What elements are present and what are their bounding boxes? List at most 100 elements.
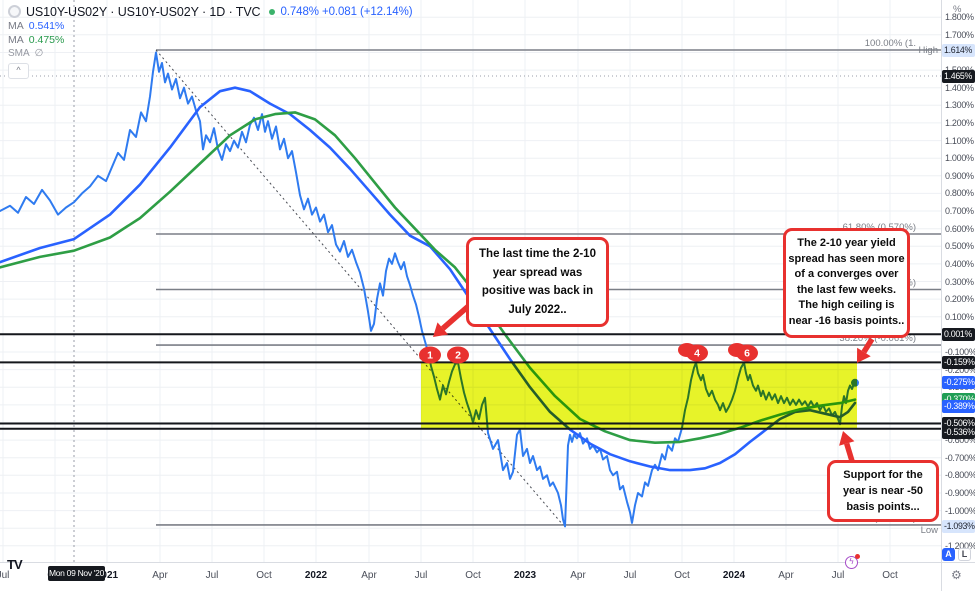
sma-label: SMA bbox=[8, 48, 30, 59]
ma2-value: 0.475% bbox=[28, 33, 65, 46]
time-tick-label: 2021 bbox=[95, 570, 119, 581]
price-tick-label: 1.100% bbox=[945, 136, 974, 146]
price-tick-label: 0.500% bbox=[945, 241, 974, 251]
price-tag: 0.001% bbox=[942, 328, 975, 341]
svg-text:61.80% (0.570%): 61.80% (0.570%) bbox=[843, 222, 916, 233]
price-tag: -0.159% bbox=[942, 356, 975, 369]
time-tick-label: Jul bbox=[414, 570, 428, 581]
highlight-rectangle bbox=[421, 362, 857, 429]
numbered-marker bbox=[736, 344, 758, 362]
ma1-value: 0.541% bbox=[28, 19, 65, 32]
symbol-row[interactable]: US10Y-US02Y · US10Y-US02Y · 1D · TVC 0.7… bbox=[8, 4, 413, 19]
sma-row[interactable]: SMA ∅ bbox=[8, 47, 412, 60]
price-tag: -0.536% bbox=[942, 426, 975, 439]
time-tick-label: Jul bbox=[0, 570, 10, 581]
note-line: year spread was bbox=[492, 266, 583, 279]
time-tick-label: Apr bbox=[570, 570, 586, 581]
time-tick-label: Jul bbox=[831, 570, 845, 581]
price-tick-label: 0.800% bbox=[945, 188, 974, 198]
note-line: the last few weeks. bbox=[796, 283, 897, 296]
ma-row-1[interactable]: MA 0.541% bbox=[8, 19, 412, 32]
price-tick-label: 1.700% bbox=[945, 30, 974, 40]
note-line: positive was back in bbox=[481, 285, 594, 297]
red-arrow bbox=[839, 431, 855, 446]
price-tick-label: -1.200% bbox=[945, 541, 975, 551]
time-tick-label: Apr bbox=[361, 570, 377, 581]
price-tag: 1.465% bbox=[942, 70, 975, 83]
legend-collapse-button[interactable]: ^ bbox=[8, 63, 29, 79]
eye-hidden-icon[interactable]: ∅ bbox=[34, 48, 44, 59]
svg-text:6: 6 bbox=[744, 348, 750, 360]
price-tick-label: -0.900% bbox=[945, 488, 975, 498]
svg-text:100.00% (1.: 100.00% (1. bbox=[865, 38, 916, 49]
time-tick-label: Oct bbox=[882, 570, 898, 581]
numbered-marker bbox=[419, 346, 441, 364]
note-line: The high ceiling is bbox=[798, 299, 895, 312]
time-tick-label: Oct bbox=[465, 570, 481, 581]
price-tick-label: -0.800% bbox=[945, 470, 975, 480]
time-tick-label: Apr bbox=[778, 570, 794, 581]
price-tick-label: -0.700% bbox=[945, 453, 975, 463]
price-tick-label: -0.200% bbox=[945, 365, 975, 375]
price-tick-label: 1.200% bbox=[945, 118, 974, 128]
svg-text:4: 4 bbox=[694, 348, 700, 360]
chart-legend: US10Y-US02Y · US10Y-US02Y · 1D · TVC 0.7… bbox=[8, 4, 413, 79]
ma-row-2[interactable]: MA 0.475% bbox=[8, 33, 412, 46]
event-flash-icon[interactable]: ϟ bbox=[845, 556, 858, 569]
annotation-note-july-2022[interactable]: The last time the 2-10 year spread was p… bbox=[466, 237, 609, 327]
note-line: The 2-10 year yield bbox=[797, 237, 896, 249]
price-tick-label: 0.300% bbox=[945, 277, 974, 287]
price-tick-label: -0.100% bbox=[945, 347, 975, 357]
price-tag: -1.093% bbox=[942, 520, 975, 533]
note-line: July 2022.. bbox=[508, 303, 567, 316]
instrument-logo-icon bbox=[8, 5, 21, 18]
price-tick-label: 0.200% bbox=[945, 294, 974, 304]
time-tick-label: Oct bbox=[256, 570, 272, 581]
price-tag: 1.614% bbox=[942, 44, 975, 57]
price-tick-label: 1.400% bbox=[945, 83, 974, 93]
price-axis-unit: % bbox=[953, 4, 962, 15]
crosshair-date-tag: Mon 09 Nov '20 bbox=[48, 566, 105, 581]
tradingview-logo[interactable]: TV bbox=[7, 557, 23, 572]
quote-values: 0.748% +0.081 (+12.14%) bbox=[280, 5, 413, 18]
price-chart-canvas[interactable]: 100.00% (1.High61.80% (0.570%)50.00% (0.… bbox=[0, 0, 941, 562]
red-arrow bbox=[433, 322, 449, 337]
time-tick-label: 2024 bbox=[722, 570, 746, 581]
gear-icon[interactable]: ⚙ bbox=[951, 568, 962, 582]
ma1-label: MA bbox=[8, 19, 24, 32]
red-arrow bbox=[857, 347, 871, 363]
symbol-title[interactable]: US10Y-US02Y · US10Y-US02Y · 1D · TVC bbox=[26, 4, 261, 19]
time-tick-label: Jul bbox=[205, 570, 219, 581]
price-tick-label: 0.900% bbox=[945, 171, 974, 181]
svg-text:38.20% (-0.061%): 38.20% (-0.061%) bbox=[839, 333, 916, 344]
auto-scale-button[interactable]: A bbox=[942, 548, 955, 561]
price-tick-label: -0.600% bbox=[945, 435, 975, 445]
price-tick-label: 0.700% bbox=[945, 206, 974, 216]
time-tick-label: Apr bbox=[152, 570, 168, 581]
time-tick-label: 2023 bbox=[513, 570, 537, 581]
price-tick-label: 0.400% bbox=[945, 259, 974, 269]
price-tick-label: 0.600% bbox=[945, 224, 974, 234]
market-status-icon bbox=[269, 8, 276, 15]
log-scale-button[interactable]: L bbox=[958, 548, 971, 561]
note-line: spread has seen more bbox=[788, 252, 905, 265]
price-axis[interactable]: % 1.800%1.700%1.600%1.500%1.400%1.300%1.… bbox=[941, 0, 975, 562]
price-tag: -0.389% bbox=[942, 400, 975, 413]
numbered-marker bbox=[447, 346, 469, 364]
time-tick-label: Oct bbox=[674, 570, 690, 581]
note-line: near -16 basis points.. bbox=[788, 314, 905, 327]
time-axis[interactable]: Jul Oct 2021 Apr Jul Oct 2022 Apr Jul Oct 2023 Apr J… bbox=[0, 562, 941, 591]
price-tick-label: 0.100% bbox=[945, 312, 974, 322]
svg-text:High: High bbox=[918, 45, 938, 56]
annotation-note-high-ceiling[interactable]: The 2-10 year yield spread has seen more… bbox=[783, 228, 910, 338]
numbered-marker bbox=[686, 344, 708, 362]
price-tag: -0.275% bbox=[942, 376, 975, 389]
time-tick-label: Jul bbox=[623, 570, 637, 581]
note-line: of a converges over bbox=[794, 268, 899, 281]
price-tick-label: -1.000% bbox=[945, 506, 975, 516]
annotation-note-support[interactable]: Support for the year is near -50 basis p… bbox=[827, 460, 939, 522]
note-line: year is near -50 bbox=[842, 485, 924, 497]
note-line: Support for the bbox=[843, 469, 923, 481]
price-tick-label: 1.300% bbox=[945, 100, 974, 110]
